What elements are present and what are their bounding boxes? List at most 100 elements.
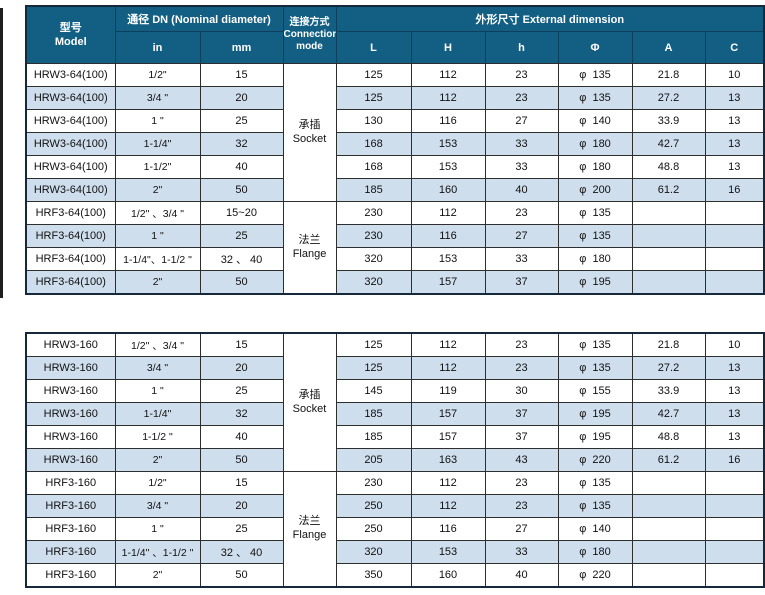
cell-h: 33: [484, 132, 559, 156]
cell-L: 250: [335, 494, 412, 518]
cell-mm: 25: [199, 379, 284, 403]
cell-mm: 32 、 40: [199, 247, 284, 271]
cell-in: 1/2": [114, 471, 201, 495]
cell-model: HRW3-160: [25, 425, 116, 449]
cell-h: 30: [484, 379, 559, 403]
header-model-en: Model: [54, 36, 87, 48]
cell-H: 160: [410, 563, 486, 588]
cell-model: HRF3-64(100): [25, 224, 116, 248]
cell-A: 21.8: [631, 332, 706, 357]
table-row: HRF3-160 1/2" 15 法兰 Flange 230 112 23 φ 135: [25, 471, 765, 588]
cell-h: 23: [484, 471, 559, 495]
cell-A: 33.9: [631, 109, 706, 133]
cell-A: [631, 517, 706, 541]
cell-mm: 25: [199, 517, 284, 541]
cell-A: 42.7: [631, 132, 706, 156]
cell-phi: φ 155: [557, 379, 633, 403]
cell-phi: φ 195: [557, 402, 633, 426]
cell-phi: φ 135: [557, 332, 633, 357]
table-row: HRW3-64(100) 3/4 " 20 125 112 23 φ 135 27.2 13: [25, 86, 765, 110]
cell-H: 157: [410, 270, 486, 295]
cell-model: HRW3-64(100): [25, 109, 116, 133]
cell-L: 125: [335, 86, 412, 110]
cell-connection-socket: 承插 Socket: [282, 332, 337, 472]
cell-A: [631, 224, 706, 248]
cell-C: [704, 517, 765, 541]
spec-table-160: HRW3-160 1/2" 、3/4 " 15 承插 Socket 125 112 23 φ 1…: [25, 332, 765, 588]
cell-L: 145: [335, 379, 412, 403]
cell-A: 27.2: [631, 356, 706, 380]
cell-H: 112: [410, 356, 486, 380]
cell-phi: φ 135: [557, 201, 633, 225]
cell-h: 37: [484, 270, 559, 295]
cell-H: 157: [410, 425, 486, 449]
cell-in: 1 ": [114, 109, 201, 133]
cell-h: 40: [484, 563, 559, 588]
cell-L: 168: [335, 155, 412, 179]
flange-label-cn: 法兰: [298, 233, 321, 246]
cell-in: 1 ": [114, 517, 201, 541]
cell-connection-flange: 法兰 Flange: [282, 201, 337, 295]
cell-H: 116: [410, 224, 486, 248]
cell-phi: φ 195: [557, 270, 633, 295]
cell-L: 185: [335, 178, 412, 202]
cell-model: HRF3-160: [25, 471, 116, 495]
cell-mm: 15: [199, 63, 284, 87]
cell-mm: 20: [199, 494, 284, 518]
cell-A: 61.2: [631, 448, 706, 472]
cell-mm: 40: [199, 425, 284, 449]
cell-in: 1/2" 、3/4 ": [114, 201, 201, 225]
table-row: HRF3-64(100) 1/2" 、3/4 " 15~20 法兰 Flange 230 1…: [25, 201, 765, 295]
cell-C: 13: [704, 86, 765, 110]
cell-h: 23: [484, 201, 559, 225]
table-row: HRW3-160 1-1/4" 32 185 157 37 φ 195 42.7 13: [25, 402, 765, 426]
header-connection-en1: Connection: [283, 29, 337, 40]
cell-A: [631, 540, 706, 564]
cell-C: [704, 494, 765, 518]
cell-mm: 20: [199, 356, 284, 380]
header-model: 型号 Model: [25, 5, 116, 64]
cell-h: 23: [484, 494, 559, 518]
table-row: HRW3-64(100) 1-1/4" 32 168 153 33 φ 180 42.7 13: [25, 132, 765, 156]
cell-H: 112: [410, 471, 486, 495]
cell-mm: 50: [199, 563, 284, 588]
table-row: HRF3-160 3/4 " 20 250 112 23 φ 135: [25, 494, 765, 518]
cell-phi: φ 135: [557, 224, 633, 248]
cell-phi: φ 220: [557, 563, 633, 588]
cell-L: 185: [335, 402, 412, 426]
cell-in: 1/2" 、3/4 ": [114, 332, 201, 357]
cell-model: HRW3-64(100): [25, 63, 116, 87]
socket-label-en: Socket: [292, 402, 327, 415]
cell-A: [631, 201, 706, 225]
cell-mm: 15: [199, 332, 284, 357]
cell-mm: 32: [199, 132, 284, 156]
cell-model: HRW3-64(100): [25, 86, 116, 110]
cell-in: 1-1/4": [114, 132, 201, 156]
cell-model: HRF3-64(100): [25, 247, 116, 271]
cell-A: 27.2: [631, 86, 706, 110]
cell-C: 16: [704, 178, 765, 202]
cell-model: HRW3-64(100): [25, 132, 116, 156]
cell-in: 2": [114, 178, 201, 202]
cell-h: 23: [484, 63, 559, 87]
cell-C: 13: [704, 109, 765, 133]
cell-in: 1-1/4": [114, 402, 201, 426]
socket-label-cn: 承插: [298, 388, 321, 401]
cell-L: 320: [335, 247, 412, 271]
cell-H: 153: [410, 155, 486, 179]
cell-L: 185: [335, 425, 412, 449]
cell-phi: φ 200: [557, 178, 633, 202]
cell-model: HRF3-160: [25, 540, 116, 564]
cell-connection-socket: 承插 Socket: [282, 63, 337, 202]
cell-L: 230: [335, 471, 412, 495]
cell-in: 1-1/2": [114, 155, 201, 179]
cell-C: 13: [704, 356, 765, 380]
cell-C: [704, 540, 765, 564]
cell-H: 112: [410, 63, 486, 87]
cell-C: 13: [704, 402, 765, 426]
cell-phi: φ 140: [557, 517, 633, 541]
cell-L: 230: [335, 224, 412, 248]
cell-h: 27: [484, 224, 559, 248]
cell-C: [704, 224, 765, 248]
cell-L: 125: [335, 356, 412, 380]
